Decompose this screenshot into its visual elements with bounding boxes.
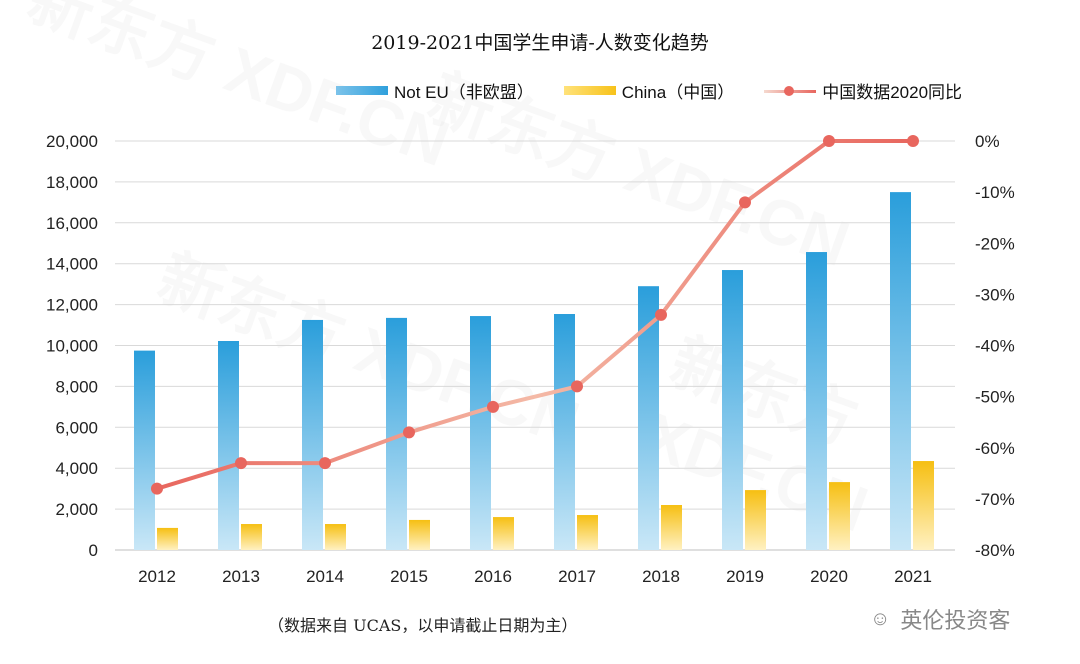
- bar-china: [493, 517, 514, 550]
- right-tick-label: -50%: [975, 388, 1015, 407]
- right-tick-label: -20%: [975, 234, 1015, 253]
- line-yoy: [156, 139, 913, 491]
- point-yoy: [151, 482, 163, 495]
- left-tick-label: 16,000: [46, 214, 98, 233]
- bar-not-eu: [890, 192, 911, 550]
- right-tick-label: -40%: [975, 337, 1015, 356]
- legend-label: China（中国）: [621, 83, 735, 102]
- brand: ☺ 英伦投资客: [870, 603, 1010, 635]
- x-tick-label: 2020: [810, 567, 848, 586]
- x-tick-label: 2021: [894, 567, 932, 586]
- bar-china: [409, 519, 430, 550]
- point-yoy: [655, 308, 667, 321]
- legend-label: 中国数据2020同比: [822, 83, 963, 102]
- bar-not-eu: [638, 286, 659, 550]
- bar-china: [325, 524, 346, 550]
- legend-item-not-eu: Not EU（非欧盟）: [336, 78, 534, 103]
- x-tick-label: 2014: [306, 567, 344, 586]
- point-yoy: [487, 400, 499, 413]
- bar-not-eu: [806, 252, 827, 550]
- legend-swatch: [563, 86, 616, 95]
- bar-not-eu: [134, 350, 155, 550]
- brand-name: 英伦投资客: [900, 608, 1011, 633]
- left-tick-label: 6,000: [55, 418, 98, 437]
- legend-item-china: China（中国）: [563, 78, 735, 103]
- bar-china: [913, 461, 934, 550]
- x-tick-label: 2015: [390, 567, 428, 586]
- legend-swatch: [336, 86, 388, 95]
- point-yoy: [235, 457, 247, 470]
- point-yoy: [319, 457, 331, 470]
- left-tick-label: 10,000: [46, 337, 98, 356]
- x-tick-label: 2017: [558, 567, 596, 586]
- bar-china: [241, 524, 262, 550]
- point-yoy: [823, 135, 835, 147]
- right-tick-label: -80%: [975, 541, 1015, 560]
- point-yoy: [907, 135, 919, 147]
- left-tick-label: 12,000: [46, 296, 98, 315]
- x-tick-label: 2012: [138, 567, 176, 586]
- left-tick-label: 2,000: [55, 500, 98, 519]
- legend-item-yoy: 中国数据2020同比: [764, 78, 962, 103]
- wechat-icon: ☺: [870, 607, 891, 630]
- left-tick-label: 8,000: [55, 377, 98, 396]
- bar-not-eu: [386, 317, 407, 550]
- bar-not-eu: [722, 270, 743, 550]
- right-tick-label: -10%: [975, 183, 1015, 202]
- bar-china: [157, 527, 178, 550]
- x-tick-label: 2019: [726, 567, 764, 586]
- right-tick-label: 0%: [975, 132, 1000, 151]
- point-yoy: [739, 196, 751, 209]
- right-tick-label: -70%: [975, 490, 1015, 509]
- left-tick-label: 20,000: [46, 132, 98, 151]
- bar-not-eu: [554, 314, 575, 550]
- bar-china: [829, 482, 850, 550]
- right-tick-label: -60%: [975, 439, 1015, 458]
- bar-not-eu: [470, 316, 491, 550]
- bar-china: [745, 490, 766, 550]
- legend-label: Not EU（非欧盟）: [394, 83, 534, 102]
- bar-china: [577, 515, 598, 550]
- footer-note: （数据来自 UCAS，以申请截止日期为主）: [268, 616, 578, 635]
- bar-not-eu: [302, 319, 323, 550]
- legend: Not EU（非欧盟） China（中国） 中国数据2020同比: [336, 78, 992, 103]
- left-tick-label: 14,000: [46, 255, 98, 274]
- left-tick-label: 0: [89, 541, 98, 560]
- x-tick-label: 2016: [474, 567, 512, 586]
- chart-title: 2019-2021中国学生申请-人数变化趋势: [371, 32, 709, 54]
- x-tick-label: 2013: [222, 567, 260, 586]
- left-tick-label: 4,000: [55, 459, 98, 478]
- bar-not-eu: [218, 341, 239, 550]
- x-tick-label: 2018: [642, 567, 680, 586]
- right-tick-label: -30%: [975, 285, 1015, 304]
- point-yoy: [571, 380, 583, 393]
- legend-swatch: [764, 85, 817, 97]
- point-yoy: [403, 426, 415, 439]
- bar-china: [661, 505, 682, 550]
- left-tick-label: 18,000: [46, 173, 98, 192]
